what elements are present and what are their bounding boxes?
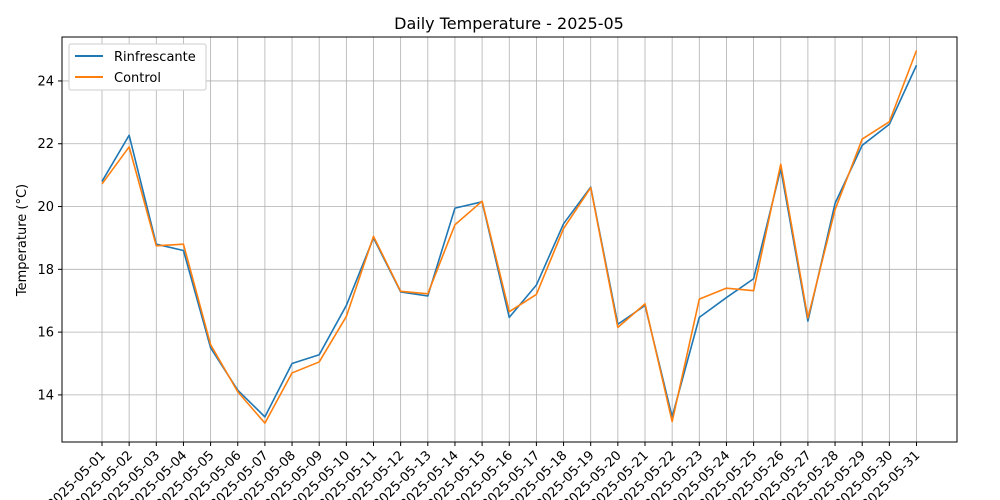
- y-tick-label: 16: [37, 326, 54, 341]
- y-tick-label: 18: [37, 263, 54, 278]
- legend: Rinfrescante Control: [68, 43, 207, 91]
- series-line-control: [101, 50, 918, 424]
- y-tick-label: 24: [37, 74, 54, 89]
- y-tick-label: 22: [37, 137, 54, 152]
- legend-label-rinfrescante: Rinfrescante: [114, 50, 196, 65]
- series-lines: [101, 50, 918, 424]
- y-tick-label: 20: [37, 200, 54, 215]
- legend-label-control: Control: [114, 71, 161, 86]
- chart-title: Daily Temperature - 2025-05: [394, 14, 624, 33]
- x-axis: 2025-05-012025-05-022025-05-032025-05-04…: [45, 442, 923, 500]
- y-tick-label: 14: [37, 388, 54, 403]
- legend-box: [68, 43, 207, 91]
- grid: [62, 37, 957, 442]
- y-axis: 14 16 18 20 22 24: [37, 74, 62, 403]
- y-axis-label: Temperature (°C): [15, 184, 30, 297]
